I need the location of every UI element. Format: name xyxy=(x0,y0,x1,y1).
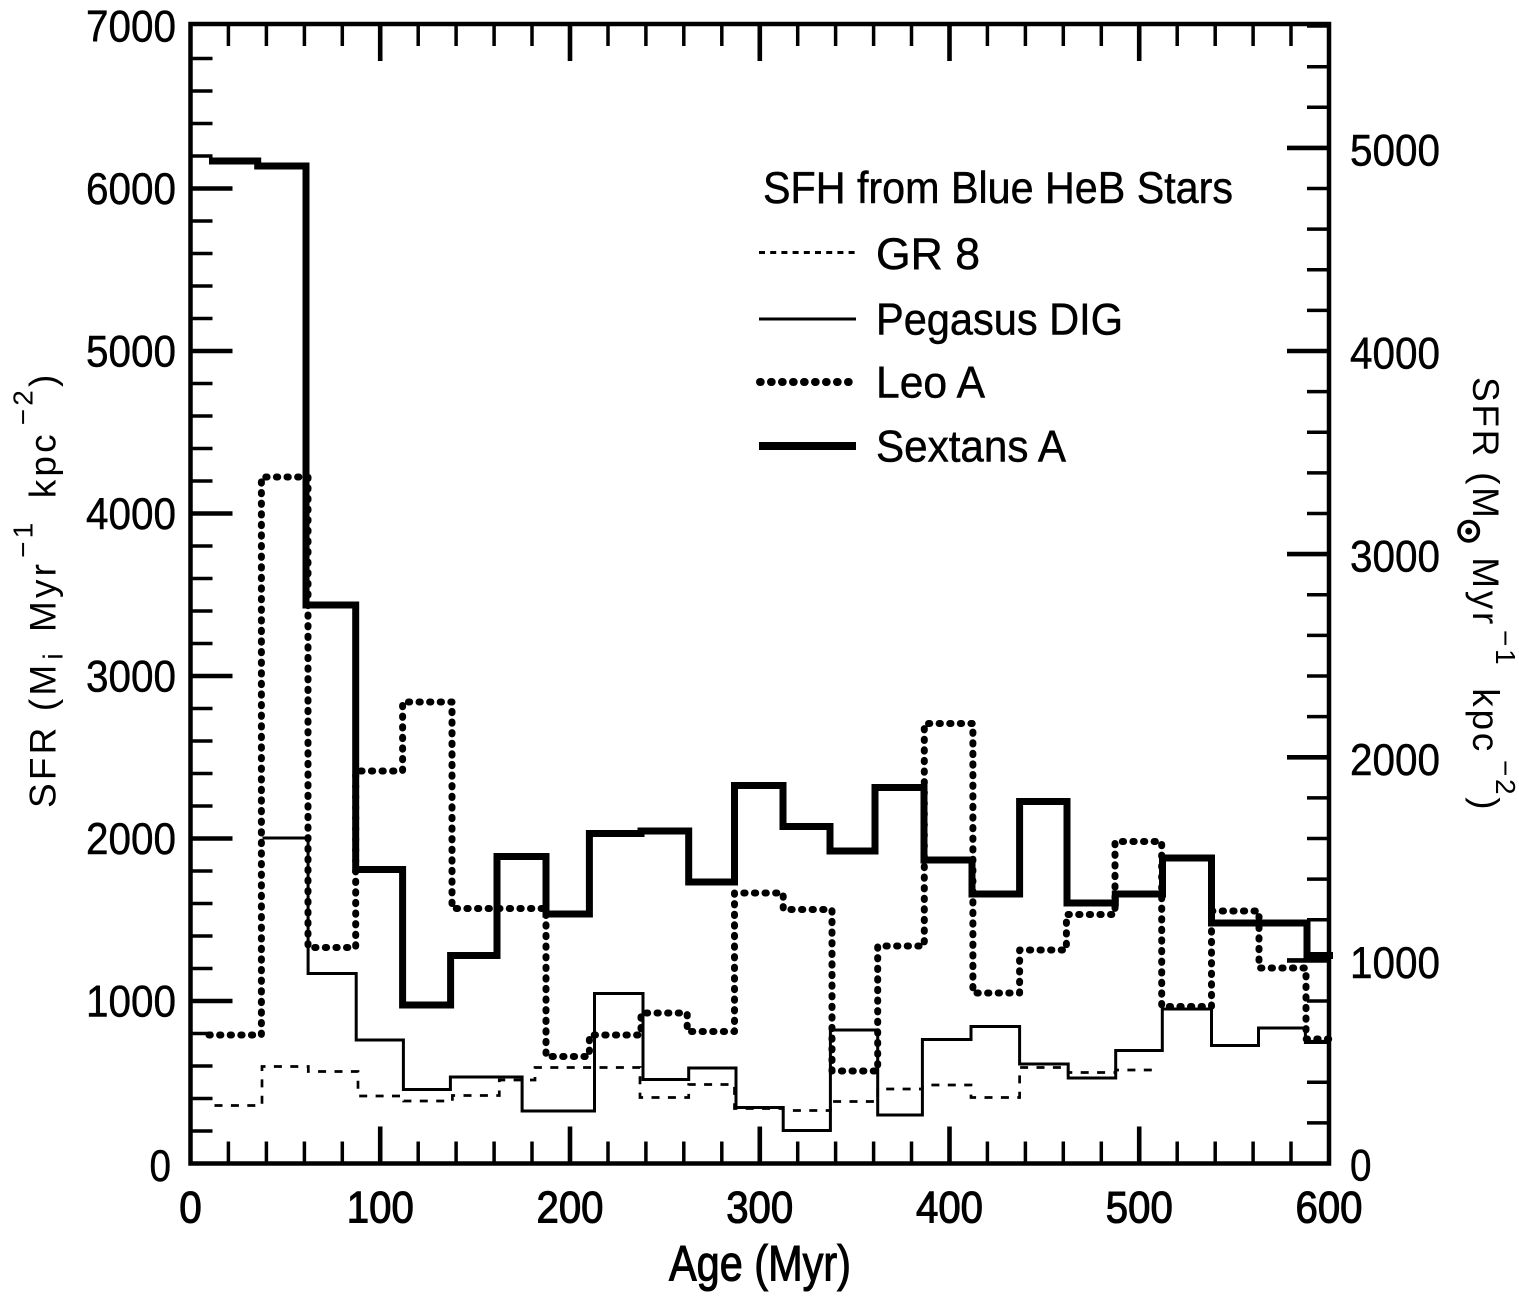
svg-text:Pegasus DIG: Pegasus DIG xyxy=(876,294,1123,344)
svg-text:400: 400 xyxy=(916,1182,983,1232)
svg-text:600: 600 xyxy=(1296,1182,1363,1232)
svg-text:1000: 1000 xyxy=(86,976,176,1026)
svg-text:0: 0 xyxy=(150,1141,172,1191)
svg-text:2000: 2000 xyxy=(86,814,176,864)
svg-text:Age (Myr): Age (Myr) xyxy=(669,1236,851,1292)
svg-text:5000: 5000 xyxy=(86,326,176,376)
svg-text:4000: 4000 xyxy=(1350,329,1440,379)
svg-text:4000: 4000 xyxy=(86,489,176,539)
svg-text:GR 8: GR 8 xyxy=(876,229,980,279)
svg-text:1000: 1000 xyxy=(1350,938,1440,988)
svg-text:500: 500 xyxy=(1106,1182,1173,1232)
svg-text:7000: 7000 xyxy=(86,1,176,51)
svg-text:3000: 3000 xyxy=(86,651,176,701)
svg-text:300: 300 xyxy=(726,1182,793,1232)
svg-text:0: 0 xyxy=(1350,1141,1372,1191)
svg-text:Sextans A: Sextans A xyxy=(876,421,1066,471)
svg-text:0: 0 xyxy=(179,1182,202,1232)
svg-text:100: 100 xyxy=(347,1182,414,1232)
svg-text:2000: 2000 xyxy=(1350,735,1440,785)
svg-text:SFH from Blue HeB Stars: SFH from Blue HeB Stars xyxy=(763,163,1233,213)
svg-text:Leo A: Leo A xyxy=(876,357,985,407)
svg-text:5000: 5000 xyxy=(1350,125,1440,175)
svg-text:200: 200 xyxy=(537,1182,604,1232)
svg-text:6000: 6000 xyxy=(86,164,176,214)
svg-text:3000: 3000 xyxy=(1350,532,1440,582)
